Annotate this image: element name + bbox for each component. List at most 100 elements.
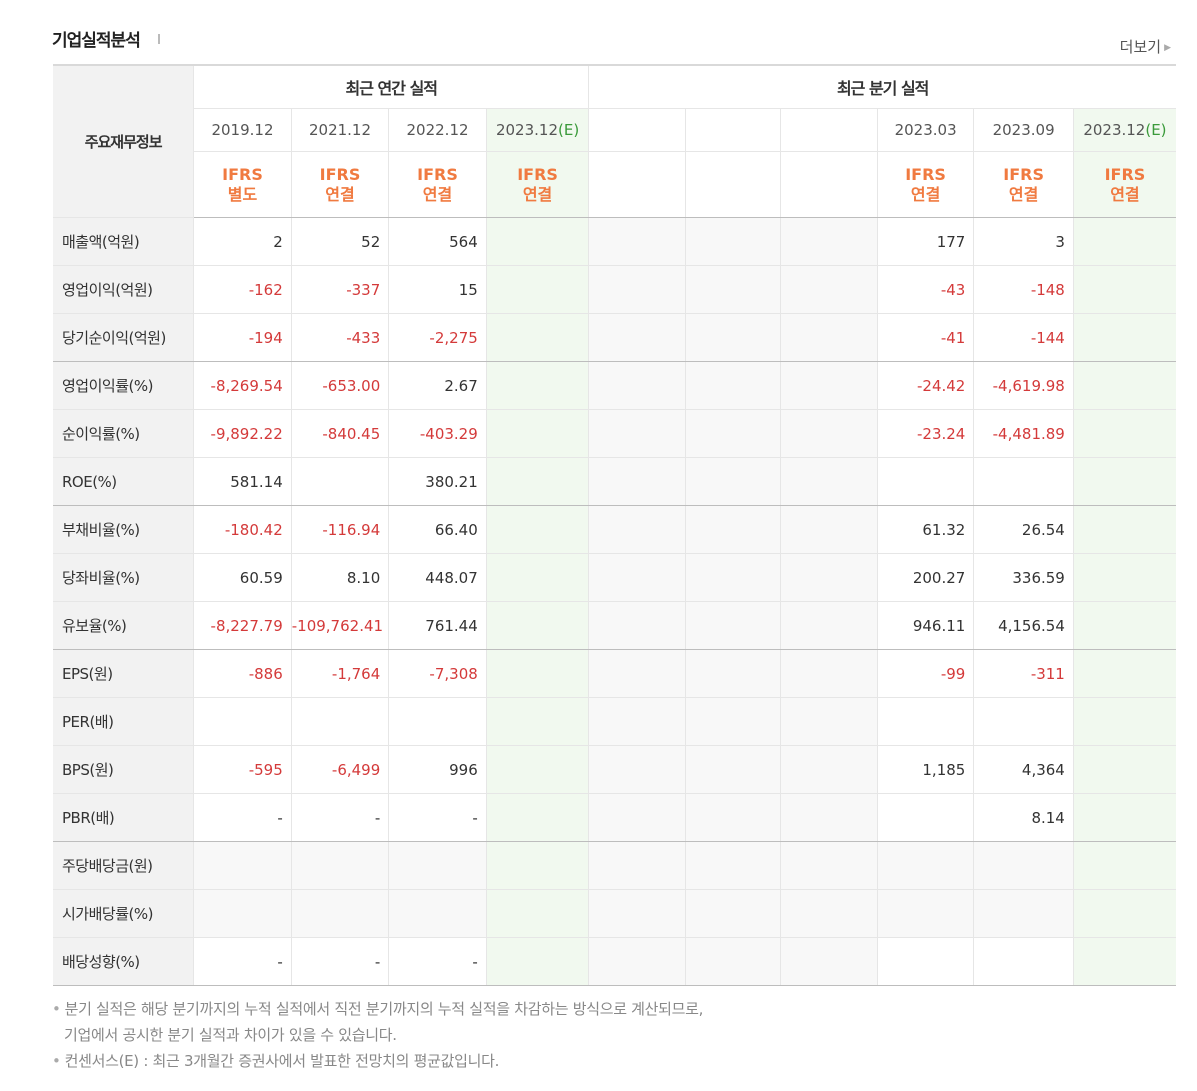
ifrs-label: IFRS 연결	[388, 151, 487, 218]
quarter-value-cell	[876, 841, 975, 890]
quarter-value-cell	[1072, 745, 1176, 794]
annual-value-cell	[193, 889, 292, 938]
row-label[interactable]: 배당성향(%)	[53, 937, 195, 986]
quarter-value-cell	[780, 217, 878, 266]
annual-value-cell: -9,892.22	[193, 409, 292, 458]
annual-value-cell: 8.10	[290, 553, 390, 602]
row-label[interactable]: 매출액(억원)	[53, 217, 195, 266]
row-label[interactable]: PER(배)	[53, 697, 195, 746]
quarter-value-cell	[1072, 841, 1176, 890]
quarter-value-cell: 4,364	[973, 745, 1074, 794]
annual-period-header[interactable]: 2022.12	[388, 108, 487, 152]
quarter-value-cell	[684, 601, 782, 650]
row-label[interactable]: ROE(%)	[53, 457, 195, 506]
quarter-value-cell	[1072, 649, 1176, 698]
quarter-value-cell: -311	[973, 649, 1074, 698]
table-row: 유보율(%) -8,227.79 -109,762.41 761.44 946.11 4,…	[53, 601, 1176, 650]
quarter-value-cell	[780, 361, 878, 410]
annual-value-cell: -2,275	[388, 313, 487, 362]
row-label[interactable]: 영업이익(억원)	[53, 265, 195, 314]
annual-value-cell: -194	[193, 313, 292, 362]
quarter-period-header[interactable]: 2023.09	[973, 108, 1074, 152]
quarter-value-cell	[588, 505, 686, 554]
table-row: 매출액(억원) 2 52 564 177 3	[53, 217, 1176, 266]
quarter-value-cell: -4,619.98	[973, 361, 1074, 410]
ifrs-label: IFRS 연결	[485, 151, 590, 218]
quarter-value-cell: 200.27	[876, 553, 975, 602]
quarter-value-cell	[780, 553, 878, 602]
annual-period-header[interactable]: 2019.12	[193, 108, 292, 152]
quarter-value-cell	[1072, 217, 1176, 266]
ifrs-label: IFRS 연결	[973, 151, 1074, 218]
annual-value-cell	[290, 889, 390, 938]
quarter-value-cell	[588, 265, 686, 314]
quarter-value-cell: 1,185	[876, 745, 975, 794]
ifrs-basis: 별도	[227, 184, 258, 204]
row-label[interactable]: 부채비율(%)	[53, 505, 195, 554]
quarter-value-cell	[684, 217, 782, 266]
quarter-value-cell	[780, 697, 878, 746]
annual-value-cell	[485, 937, 590, 986]
annual-period-header[interactable]: 2023.12(E)	[485, 108, 590, 152]
table-row: BPS(원) -595 -6,499 996 1,185 4,364	[53, 745, 1176, 794]
annual-value-cell: -	[193, 937, 292, 986]
quarter-value-cell: 3	[973, 217, 1074, 266]
table-row: 영업이익률(%) -8,269.54 -653.00 2.67 -24.42 -4,619…	[53, 361, 1176, 410]
annual-value-cell: -886	[193, 649, 292, 698]
quarter-value-cell	[588, 937, 686, 986]
quarter-value-cell	[780, 313, 878, 362]
annual-value-cell	[290, 697, 390, 746]
more-label: 더보기	[1119, 38, 1162, 56]
quarter-value-cell: -4,481.89	[973, 409, 1074, 458]
row-label[interactable]: 시가배당률(%)	[53, 889, 195, 938]
table-row: PER(배)	[53, 697, 1176, 746]
quarter-value-cell	[1072, 409, 1176, 458]
quarter-value-cell: 4,156.54	[973, 601, 1074, 650]
note-line-2: 기업에서 공시한 분기 실적과 차이가 있을 수 있습니다.	[64, 1026, 397, 1044]
annual-group-header: 최근 연간 실적	[193, 64, 590, 109]
annual-value-cell: 60.59	[193, 553, 292, 602]
row-label[interactable]: 당기순이익(억원)	[53, 313, 195, 362]
ifrs-standard: IFRS	[1104, 164, 1146, 184]
annual-value-cell: -6,499	[290, 745, 390, 794]
annual-value-cell: 2.67	[388, 361, 487, 410]
quarter-value-cell	[780, 841, 878, 890]
table-row: 당좌비율(%) 60.59 8.10 448.07 200.27 336.59	[53, 553, 1176, 602]
quarter-value-cell: -99	[876, 649, 975, 698]
title-divider	[158, 34, 160, 44]
annual-value-cell: -1,764	[290, 649, 390, 698]
row-label[interactable]: 영업이익률(%)	[53, 361, 195, 410]
table-row: 부채비율(%) -180.42 -116.94 66.40 61.32 26.54	[53, 505, 1176, 554]
annual-value-cell	[485, 697, 590, 746]
row-label[interactable]: EPS(원)	[53, 649, 195, 698]
quarter-period-header[interactable]: 2023.03	[876, 108, 975, 152]
annual-value-cell	[193, 841, 292, 890]
annual-value-cell: -	[290, 793, 390, 842]
row-label[interactable]: BPS(원)	[53, 745, 195, 794]
annual-value-cell	[485, 217, 590, 266]
quarter-value-cell	[780, 505, 878, 554]
row-label[interactable]: PBR(배)	[53, 793, 195, 842]
annual-value-cell	[485, 793, 590, 842]
period-label: 2022.12	[406, 121, 469, 139]
annual-period-header[interactable]: 2021.12	[290, 108, 390, 152]
quarter-value-cell	[780, 937, 878, 986]
quarter-value-cell	[588, 841, 686, 890]
ifrs-label: IFRS 연결	[876, 151, 975, 218]
row-label[interactable]: 유보율(%)	[53, 601, 195, 650]
quarter-value-cell: 8.14	[973, 793, 1074, 842]
more-link[interactable]: 더보기 ▶	[1120, 36, 1171, 57]
ifrs-basis: 연결	[422, 184, 453, 204]
annual-value-cell: -109,762.41	[290, 601, 390, 650]
row-label[interactable]: 순이익률(%)	[53, 409, 195, 458]
quarter-value-cell	[684, 793, 782, 842]
row-label[interactable]: 당좌비율(%)	[53, 553, 195, 602]
row-label[interactable]: 주당배당금(원)	[53, 841, 195, 890]
table-row: 영업이익(억원) -162 -337 15 -43 -148	[53, 265, 1176, 314]
quarter-value-cell	[876, 793, 975, 842]
table-row: ROE(%) 581.14 380.21	[53, 457, 1176, 506]
quarter-period-header[interactable]: 2023.12(E)	[1072, 108, 1176, 152]
annual-value-cell: -8,269.54	[193, 361, 292, 410]
quarter-value-cell	[684, 841, 782, 890]
